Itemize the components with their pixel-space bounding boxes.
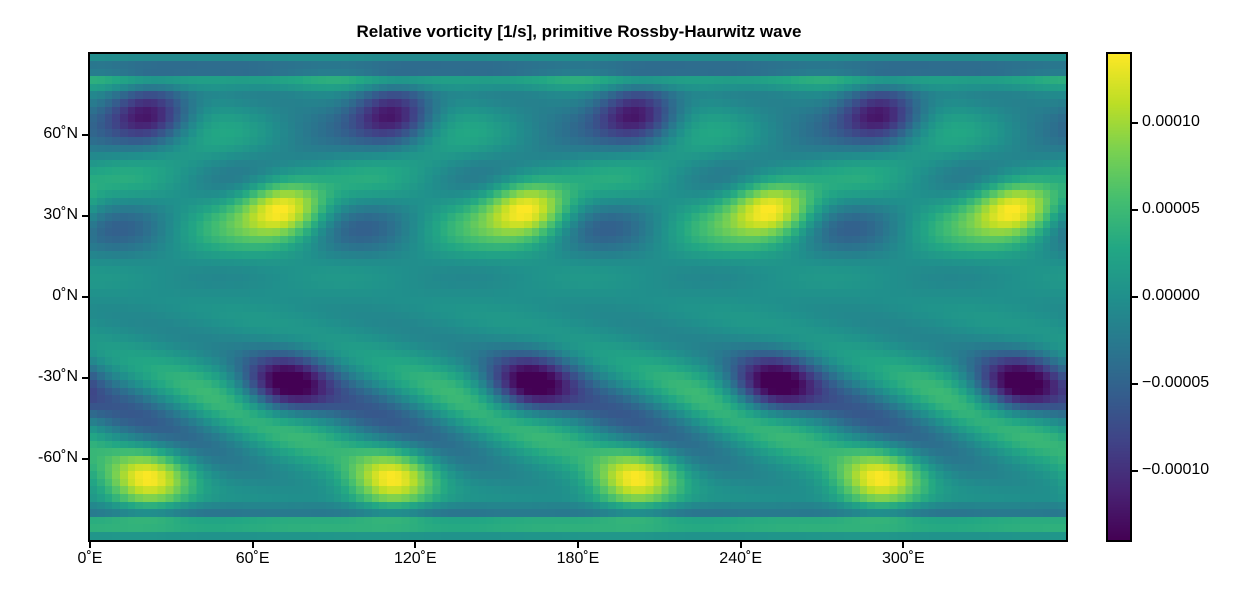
x-tick — [414, 542, 417, 548]
x-tick — [251, 542, 254, 548]
y-tick-label: -60˚N — [37, 449, 78, 466]
x-tick — [902, 542, 905, 548]
y-tick — [82, 458, 88, 460]
x-tick — [577, 542, 579, 548]
x-tick-label: 60˚E — [235, 550, 270, 567]
chart-title: Relative vorticity [1/s], primitive Ross… — [356, 22, 802, 41]
colorbar — [1106, 52, 1132, 542]
y-tick-label: 0˚N — [52, 287, 78, 304]
x-tick-label: 240˚E — [719, 550, 762, 567]
x-tick-label: 180˚E — [556, 550, 600, 567]
y-tick-label: 30˚N — [43, 206, 78, 223]
y-tick — [82, 134, 88, 136]
x-tick — [739, 542, 742, 548]
vorticity-heatmap — [90, 54, 1066, 540]
x-tick-label: 300˚E — [881, 550, 925, 567]
x-tick-label: 120˚E — [393, 550, 437, 567]
colorbar-tick-label: −0.00010 — [1142, 460, 1210, 478]
colorbar-tick-label: −0.00005 — [1142, 373, 1210, 391]
plot-area — [88, 52, 1068, 542]
x-tick — [89, 542, 91, 548]
y-tick — [82, 296, 88, 298]
x-tick-label: 0˚E — [77, 550, 103, 567]
colorbar-tick — [1132, 382, 1138, 385]
colorbar-tick-label: 0.00005 — [1142, 200, 1200, 218]
y-tick — [82, 215, 88, 217]
colorbar-tick — [1132, 469, 1138, 472]
y-tick-label: 60˚N — [43, 125, 78, 142]
colorbar-tick-label: 0.00000 — [1142, 287, 1200, 304]
colorbar-tick-label: 0.00010 — [1142, 113, 1200, 131]
colorbar-gradient — [1108, 54, 1130, 540]
y-tick — [82, 377, 88, 379]
colorbar-tick — [1132, 122, 1138, 125]
colorbar-tick — [1132, 209, 1138, 212]
colorbar-tick — [1132, 296, 1138, 298]
y-tick-label: -30˚N — [37, 368, 78, 385]
